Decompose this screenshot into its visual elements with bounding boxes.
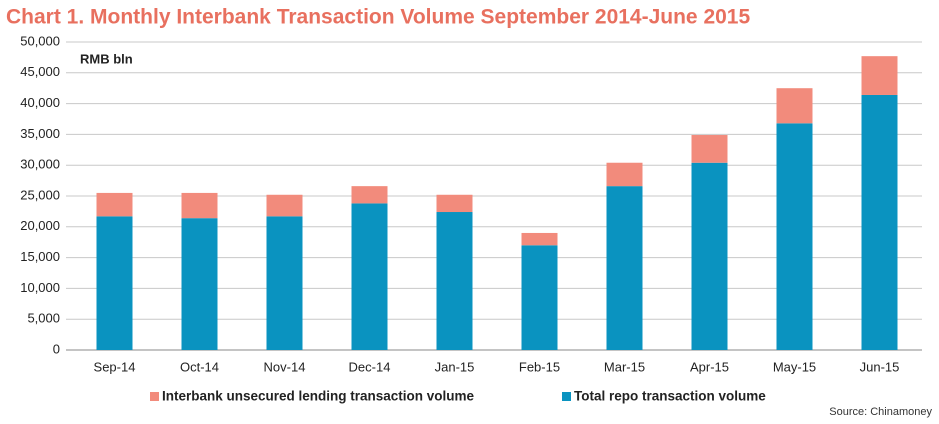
x-tick-label: Dec-14 [349, 359, 391, 374]
bar-segment [96, 216, 133, 350]
y-tick-label: 40,000 [20, 95, 60, 110]
bar-segment [181, 218, 218, 350]
x-tick-label: Jan-15 [435, 359, 475, 374]
x-tick-label: Jun-15 [860, 359, 900, 374]
y-tick-label: 25,000 [20, 187, 60, 202]
bar-segment [181, 192, 218, 219]
bar-segment [521, 245, 558, 350]
bar-segment [266, 194, 303, 217]
bar-segment [776, 123, 813, 350]
bar-segment [606, 162, 643, 187]
bar-segment [436, 194, 473, 213]
y-tick-label: 20,000 [20, 218, 60, 233]
x-tick-label: May-15 [773, 359, 816, 374]
x-tick-label: Nov-14 [264, 359, 306, 374]
x-tick-label: Apr-15 [690, 359, 729, 374]
legend-label: Interbank unsecured lending transaction … [162, 389, 475, 404]
bar-segment [861, 56, 898, 95]
y-tick-label: 35,000 [20, 126, 60, 141]
x-tick-label: Feb-15 [519, 359, 560, 374]
x-tick-label: Oct-14 [180, 359, 219, 374]
y-tick-label: 15,000 [20, 249, 60, 264]
legend-label: Total repo transaction volume [574, 389, 766, 404]
bar-segment [436, 212, 473, 350]
unit-label: RMB bln [80, 51, 133, 66]
bar-segment [691, 135, 728, 163]
bar-segment [96, 192, 133, 217]
bar-segment [521, 232, 558, 246]
bar-segment [351, 186, 388, 204]
y-tick-label: 5,000 [27, 311, 60, 326]
x-tick-label: Mar-15 [604, 359, 645, 374]
bar-segment [606, 186, 643, 350]
chart-title: Chart 1. Monthly Interbank Transaction V… [6, 6, 750, 29]
x-tick-label: Sep-14 [94, 359, 136, 374]
y-tick-label: 45,000 [20, 64, 60, 79]
y-tick-label: 30,000 [20, 157, 60, 172]
bar-segment [861, 94, 898, 350]
bar-segment [351, 203, 388, 350]
source: Source: Chinamoney [829, 406, 932, 418]
bar-segment [776, 88, 813, 124]
bar-segment [691, 162, 728, 350]
y-tick-label: 10,000 [20, 280, 60, 295]
y-tick-label: 0 [53, 341, 60, 356]
bar-segment [266, 216, 303, 350]
legend-swatch [150, 392, 159, 401]
y-tick-label: 50,000 [20, 33, 60, 48]
legend-swatch [562, 392, 571, 401]
